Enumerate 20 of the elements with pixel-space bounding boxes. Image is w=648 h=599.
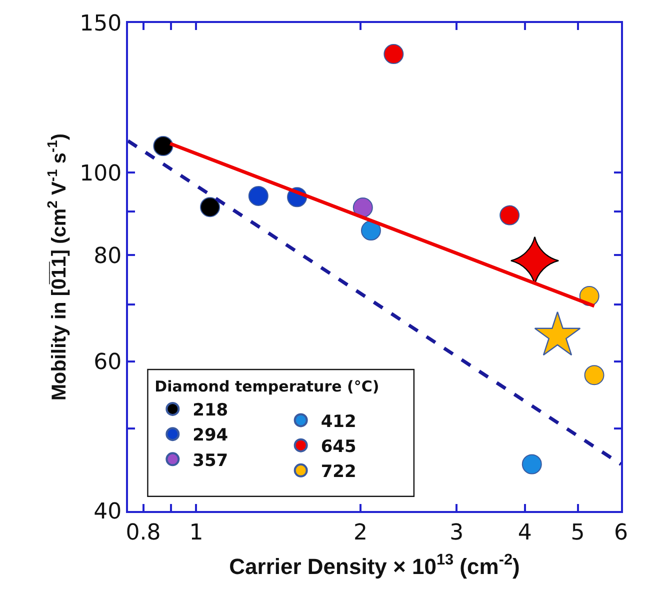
legend-label: 412 <box>320 412 356 432</box>
x-axis-title: Carrier Density × 10$^{13}$ (cm$^{-2}$) <box>229 552 520 579</box>
x-tick-label: 1 <box>189 520 204 546</box>
y-tick-label: 100 <box>80 161 122 186</box>
x-tick-label: 2 <box>354 520 368 546</box>
x-tick-label: 3 <box>450 520 464 546</box>
legend-label: 722 <box>320 462 356 482</box>
y-tick-label: 80 <box>94 244 122 269</box>
y-tick-label: 40 <box>94 500 122 525</box>
legend-label: 218 <box>192 400 228 421</box>
x-tick-label: 5 <box>570 520 585 546</box>
y-tick-label: 150 <box>80 12 122 37</box>
x-tick-label: 0.8 <box>126 520 161 546</box>
legend-label: 357 <box>192 450 228 471</box>
legend-title: Diamond temperature (°C) <box>154 377 380 396</box>
legend-label: 645 <box>320 436 356 457</box>
x-tick-label: 4 <box>518 520 532 546</box>
x-tick-label: 6 <box>614 520 628 546</box>
y-tick-label: 60 <box>94 350 122 375</box>
legend-label: 294 <box>192 426 228 446</box>
